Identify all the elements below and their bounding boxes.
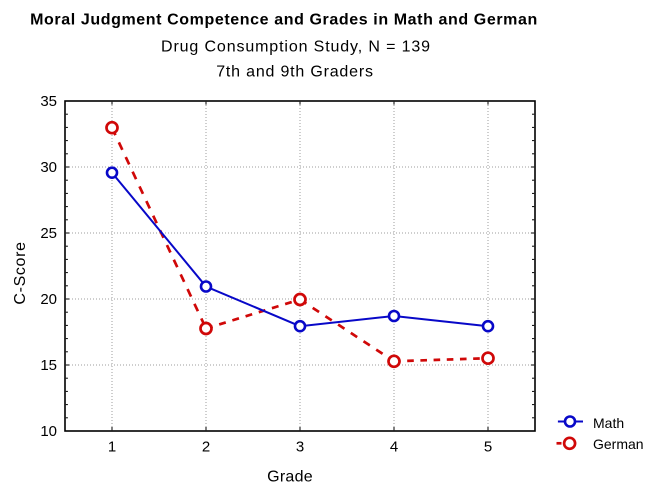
svg-text:15: 15 [40,357,57,374]
svg-text:25: 25 [40,225,57,242]
svg-text:1: 1 [108,439,116,456]
svg-text:30: 30 [40,159,57,176]
svg-text:4: 4 [390,439,398,456]
svg-text:20: 20 [40,291,57,308]
svg-text:2: 2 [202,439,210,456]
svg-text:German: German [593,436,644,452]
svg-text:7th and 9th Graders: 7th and 9th Graders [216,64,374,81]
svg-text:5: 5 [484,439,492,456]
svg-text:35: 35 [40,93,57,110]
svg-text:Math: Math [593,415,624,431]
svg-text:10: 10 [40,423,57,440]
svg-text:3: 3 [296,439,304,456]
svg-text:Moral Judgment Competence and: Moral Judgment Competence and Grades in … [30,12,538,29]
svg-text:C-Score: C-Score [12,241,29,304]
svg-text:Drug Consumption Study, N = 13: Drug Consumption Study, N = 139 [161,39,431,56]
svg-text:Grade: Grade [267,468,313,485]
